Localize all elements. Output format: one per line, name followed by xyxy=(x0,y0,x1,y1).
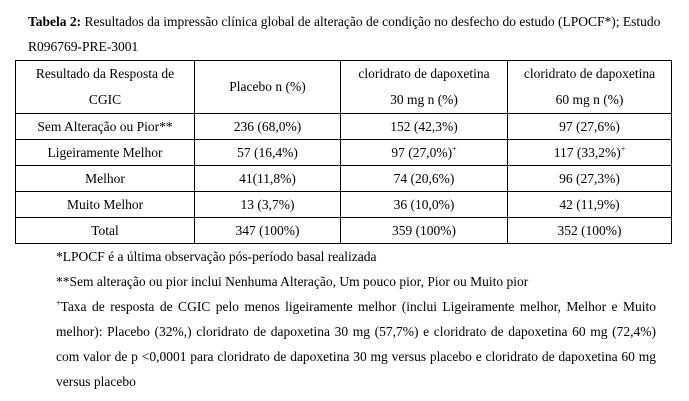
header-placebo: Placebo n (%) xyxy=(194,60,341,114)
cell-30mg: 36 (10,0%) xyxy=(340,191,508,218)
cell-60mg: 352 (100%) xyxy=(507,217,672,244)
footnotes: *LPOCF é a última observação pós-período… xyxy=(56,244,656,394)
cell-30mg: 152 (42,3%) xyxy=(340,113,508,140)
caption-text: Resultados da impressão clínica global d… xyxy=(28,14,661,54)
table-row-total: Total 347 (100%) 359 (100%) 352 (100%) xyxy=(15,217,672,244)
cell-30mg: 359 (100%) xyxy=(340,217,508,244)
header-dapoxetina-60: cloridrato de dapoxetina 60 mg n (%) xyxy=(507,60,672,114)
table-row: Melhor 41(11,8%) 74 (20,6%) 96 (27,3%) xyxy=(15,165,672,192)
footnote-mark: + xyxy=(56,298,61,308)
table-row: Ligeiramente Melhor 57 (16,4%) 97 (27,0%… xyxy=(15,139,672,166)
cell-placebo: 347 (100%) xyxy=(194,217,341,244)
cell-placebo: 57 (16,4%) xyxy=(194,139,341,166)
row-label: Sem Alteração ou Pior** xyxy=(15,113,195,140)
row-label: Ligeiramente Melhor xyxy=(15,139,195,166)
table-row: Muito Melhor 13 (3,7%) 36 (10,0%) 42 (11… xyxy=(15,191,672,218)
header-cgic: Resultado da Resposta de CGIC xyxy=(15,60,195,114)
table-header-row: Resultado da Resposta de CGIC Placebo n (… xyxy=(15,60,672,114)
cell-60mg: 96 (27,3%) xyxy=(507,165,672,192)
table-row: Sem Alteração ou Pior** 236 (68,0%) 152 … xyxy=(15,113,672,140)
footnote-lpocf: *LPOCF é a última observação pós-período… xyxy=(56,249,377,264)
caption-label: Tabela 2: xyxy=(28,14,82,29)
cell-30mg: 97 (27,0%)+ xyxy=(340,139,508,166)
footnote-sem-alteracao: **Sem alteração ou pior inclui Nenhuma A… xyxy=(56,274,529,289)
row-label: Total xyxy=(15,217,195,244)
cell-30mg: 74 (20,6%) xyxy=(340,165,508,192)
cell-60mg: 117 (33,2%)+ xyxy=(507,139,672,166)
cell-placebo: 236 (68,0%) xyxy=(194,113,341,140)
cell-placebo: 13 (3,7%) xyxy=(194,191,341,218)
table-caption: Tabela 2: Resultados da impressão clínic… xyxy=(28,9,668,59)
results-table: Resultado da Resposta de CGIC Placebo n (… xyxy=(15,60,672,244)
row-label: Melhor xyxy=(15,165,195,192)
footnote-taxa-resposta: +Taxa de resposta de CGIC pelo menos lig… xyxy=(56,298,656,389)
cell-placebo: 41(11,8%) xyxy=(194,165,341,192)
cell-60mg: 97 (27,6%) xyxy=(507,113,672,140)
header-dapoxetina-30: cloridrato de dapoxetina 30 mg n (%) xyxy=(340,60,508,114)
row-label: Muito Melhor xyxy=(15,191,195,218)
cell-60mg: 42 (11,9%) xyxy=(507,191,672,218)
